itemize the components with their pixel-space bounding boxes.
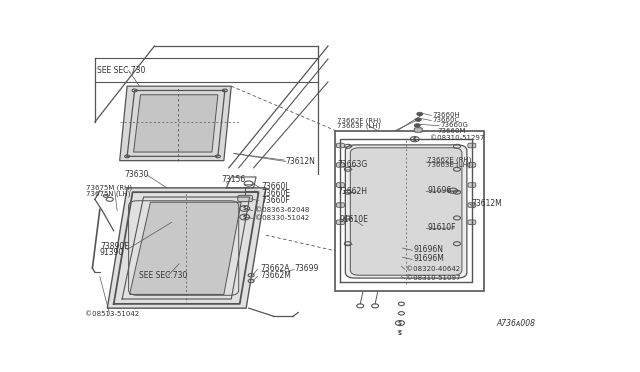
FancyBboxPatch shape — [337, 220, 344, 225]
Text: 73660H: 73660H — [432, 112, 460, 118]
FancyBboxPatch shape — [237, 195, 253, 202]
Text: 73890E: 73890E — [100, 242, 129, 251]
Text: A736ᴀ008: A736ᴀ008 — [497, 318, 536, 328]
FancyBboxPatch shape — [468, 143, 476, 148]
Text: 73662E (RH): 73662E (RH) — [428, 157, 472, 163]
Text: 73662A: 73662A — [260, 264, 289, 273]
FancyBboxPatch shape — [468, 163, 476, 167]
Text: S: S — [398, 321, 402, 326]
Text: 73660J: 73660J — [261, 182, 287, 191]
Text: ©08330-51042: ©08330-51042 — [255, 215, 309, 221]
Text: S: S — [413, 137, 417, 142]
FancyBboxPatch shape — [337, 163, 344, 167]
Text: 73660C: 73660C — [432, 117, 460, 123]
FancyBboxPatch shape — [468, 220, 476, 225]
Text: 73699: 73699 — [294, 264, 319, 273]
FancyBboxPatch shape — [414, 128, 422, 132]
Text: 91696N: 91696N — [413, 245, 444, 254]
FancyBboxPatch shape — [468, 183, 476, 187]
Polygon shape — [134, 95, 218, 152]
FancyBboxPatch shape — [346, 145, 467, 278]
FancyBboxPatch shape — [337, 203, 344, 207]
Text: S: S — [398, 331, 402, 336]
Text: SEE SEC.730: SEE SEC.730 — [138, 271, 187, 280]
Polygon shape — [120, 86, 231, 161]
Text: 91610F: 91610F — [428, 224, 456, 232]
Text: 91390: 91390 — [100, 248, 124, 257]
Text: 73662F (RH): 73662F (RH) — [337, 117, 381, 124]
Text: 73156: 73156 — [221, 175, 246, 184]
Text: 73663F (LH): 73663F (LH) — [337, 123, 380, 129]
Text: ©08363-62048: ©08363-62048 — [255, 207, 309, 213]
FancyBboxPatch shape — [337, 143, 344, 148]
Text: 73612M: 73612M — [471, 199, 502, 208]
Text: ©08310-51097: ©08310-51097 — [406, 275, 461, 281]
Text: 91610E: 91610E — [339, 215, 368, 224]
Text: 73662M: 73662M — [260, 271, 291, 280]
Polygon shape — [129, 202, 241, 294]
Text: 73630: 73630 — [125, 170, 149, 179]
Text: 73675N (LH): 73675N (LH) — [86, 190, 131, 197]
Text: 73660F: 73660F — [261, 196, 290, 205]
Polygon shape — [108, 188, 266, 308]
Text: S: S — [243, 206, 246, 211]
Text: 73660E: 73660E — [261, 189, 290, 198]
Text: ©08513-51042: ©08513-51042 — [85, 311, 139, 317]
Text: 73663G: 73663G — [337, 160, 367, 169]
FancyBboxPatch shape — [337, 183, 344, 187]
Text: ©08310-51297: ©08310-51297 — [430, 135, 484, 141]
Text: 73660G: 73660G — [440, 122, 468, 128]
Text: SEE SEC.730: SEE SEC.730 — [97, 66, 146, 75]
Circle shape — [414, 124, 420, 127]
Text: 73675M (RH): 73675M (RH) — [86, 185, 132, 191]
Text: 73662H: 73662H — [337, 187, 367, 196]
FancyBboxPatch shape — [350, 148, 462, 275]
Text: 73663E (LH): 73663E (LH) — [428, 162, 471, 168]
FancyBboxPatch shape — [468, 203, 476, 207]
Text: 73660M: 73660M — [437, 128, 466, 134]
Circle shape — [415, 118, 421, 121]
Text: ©08320-40642: ©08320-40642 — [406, 266, 461, 272]
Text: 73612N: 73612N — [285, 157, 315, 166]
Bar — [335, 131, 484, 291]
Circle shape — [417, 112, 423, 116]
Text: 91696: 91696 — [428, 186, 451, 195]
Text: 91696M: 91696M — [413, 254, 444, 263]
Text: S: S — [243, 215, 246, 219]
